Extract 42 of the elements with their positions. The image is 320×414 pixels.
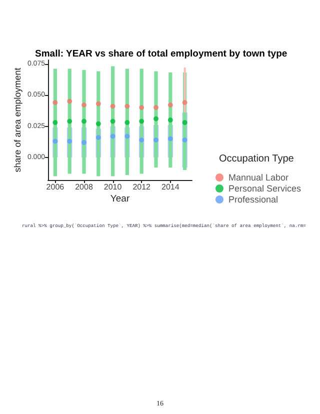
point bbox=[82, 118, 86, 124]
point bbox=[96, 135, 101, 140]
point bbox=[124, 104, 130, 109]
point bbox=[67, 138, 72, 144]
point bbox=[96, 121, 101, 126]
x-tick-label: 2014 bbox=[162, 182, 180, 192]
point bbox=[182, 120, 188, 125]
point bbox=[139, 105, 144, 110]
point bbox=[182, 138, 188, 142]
chart-title: Small: YEAR vs share of total employment by town type bbox=[35, 48, 288, 60]
y-axis-title: share of area employment bbox=[12, 67, 22, 172]
point bbox=[67, 118, 72, 124]
point bbox=[182, 100, 188, 105]
x-axis-title: Year bbox=[110, 194, 130, 204]
point bbox=[67, 98, 72, 104]
point bbox=[168, 102, 173, 108]
point bbox=[168, 136, 173, 142]
point bbox=[52, 100, 58, 105]
point bbox=[110, 118, 116, 124]
legend-label: Mannual Labor bbox=[228, 172, 289, 182]
point bbox=[52, 120, 58, 125]
point bbox=[82, 140, 86, 145]
point bbox=[154, 105, 158, 110]
point bbox=[110, 134, 116, 139]
point bbox=[168, 118, 173, 122]
point bbox=[154, 116, 158, 122]
point bbox=[110, 104, 116, 109]
point bbox=[154, 138, 158, 142]
point bbox=[124, 120, 130, 125]
x-tick-label: 2006 bbox=[46, 182, 65, 192]
point bbox=[139, 138, 144, 142]
point bbox=[52, 138, 58, 144]
legend-label: Personal Services bbox=[228, 184, 302, 194]
x-tick-label: 2010 bbox=[104, 182, 122, 192]
point bbox=[139, 118, 144, 124]
legend-title: Occupation Type bbox=[218, 154, 294, 164]
legend-label: Professional bbox=[228, 194, 278, 204]
point bbox=[124, 134, 130, 139]
x-tick-label: 2012 bbox=[132, 182, 152, 192]
point bbox=[96, 101, 101, 106]
point bbox=[82, 102, 86, 108]
x-tick-label: 2008 bbox=[75, 182, 94, 192]
